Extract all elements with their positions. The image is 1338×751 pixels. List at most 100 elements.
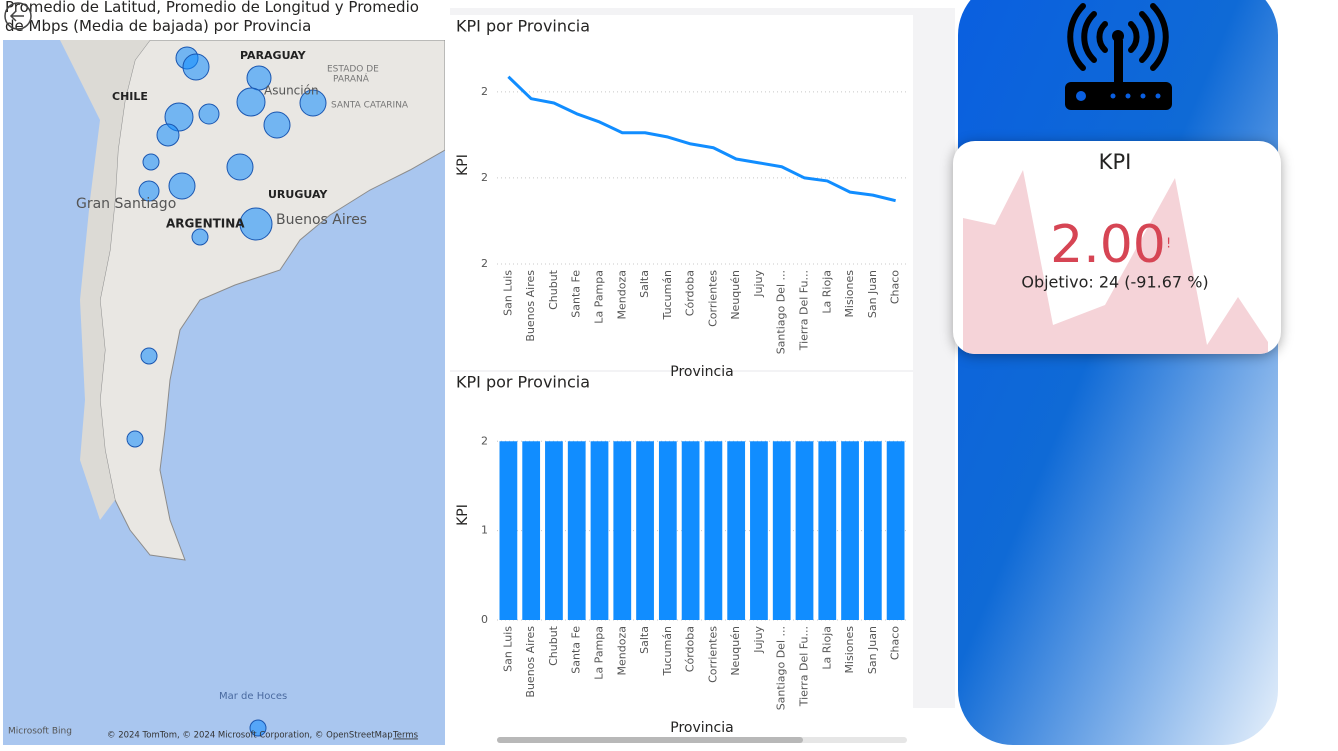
- chile: [60, 40, 150, 520]
- x-tick-label: La Pampa: [593, 626, 606, 680]
- bubble: [236, 87, 266, 117]
- map-label: Gran Santiago: [76, 196, 176, 212]
- x-axis-label: Provincia: [670, 720, 733, 736]
- bubble: [168, 172, 196, 200]
- x-tick-label: La Pampa: [593, 270, 606, 324]
- bar: [863, 441, 882, 620]
- bubble: [249, 719, 267, 737]
- side-panel: [958, 0, 1278, 745]
- bubble: [198, 103, 220, 125]
- map-label: URUGUAY: [268, 188, 328, 201]
- x-tick-label: San Luis: [501, 270, 514, 316]
- y-tick-label: 0: [481, 613, 488, 626]
- map: PARAGUAY CHILE Gran Santiago URUGUAY ARGENTI…: [3, 40, 445, 745]
- y-tick-label: 2: [481, 85, 488, 98]
- x-tick-label: Jujuy: [752, 270, 765, 298]
- bar: [841, 441, 859, 620]
- x-tick-label: Corrientes: [706, 270, 719, 327]
- x-tick-label: Tierra Del Fu...: [798, 270, 811, 351]
- x-tick-label: Corrientes: [706, 626, 719, 683]
- bubble: [263, 111, 291, 139]
- x-tick-label: Misiones: [843, 270, 856, 318]
- x-tick-label: San Juan: [866, 626, 879, 674]
- bar: [636, 441, 654, 620]
- kpi-trend: [963, 170, 1268, 354]
- x-tick-label: Buenos Aires: [524, 270, 537, 342]
- x-tick-label: Chubut: [547, 625, 560, 666]
- bar: [567, 441, 586, 620]
- x-tick-label: Jujuy: [752, 626, 765, 654]
- x-tick-label: Tucumán: [661, 626, 674, 676]
- bar: [818, 441, 837, 620]
- bar: [499, 441, 518, 620]
- x-tick-label: Misiones: [843, 626, 856, 674]
- map-label: ARGENTINA: [166, 217, 245, 231]
- bubble: [191, 228, 209, 246]
- bar: [704, 441, 723, 620]
- x-tick-label: Córdoba: [684, 270, 697, 316]
- bubble: [142, 153, 160, 171]
- map-label: SANTA CATARINA: [331, 101, 409, 111]
- map-label: Buenos Aires: [276, 212, 367, 228]
- bar: [750, 441, 768, 620]
- bar: [727, 441, 746, 620]
- map-label: PARAGUAY: [240, 49, 307, 62]
- bubble: [182, 53, 210, 81]
- line: [507, 75, 896, 203]
- x-tick-label: Salta: [638, 270, 651, 298]
- bubble: [140, 347, 158, 365]
- x-tick-label: Neuquén: [729, 270, 742, 320]
- bar: [613, 441, 632, 620]
- y-tick-label: 2: [481, 434, 488, 447]
- y-tick-label: 2: [481, 257, 488, 270]
- bar: [658, 441, 677, 620]
- scrollbar-thumb[interactable]: [497, 737, 803, 743]
- bubble: [226, 153, 254, 181]
- kpi-value: 2.00: [1050, 215, 1166, 275]
- bubbles: [126, 46, 327, 737]
- kpi-title: KPI: [1099, 150, 1132, 174]
- x-tick-label: Mendoza: [615, 270, 628, 319]
- bar: [590, 441, 609, 620]
- map-label: PARANÁ: [333, 73, 370, 85]
- router-icon: [1065, 3, 1172, 110]
- chart-title: KPI por Provincia: [456, 373, 590, 392]
- x-tick-label: Santa Fe: [570, 626, 583, 674]
- x-tick-label: San Juan: [866, 270, 879, 318]
- kpi-alert: !: [1166, 237, 1171, 252]
- x-tick-label: Chubut: [547, 269, 560, 310]
- map-brand: Microsoft Bing: [8, 727, 72, 737]
- bar: [545, 441, 563, 620]
- x-tick-label: Salta: [638, 626, 651, 654]
- x-axis-label: Provincia: [670, 364, 733, 380]
- x-tick-label: Santa Fe: [570, 270, 583, 318]
- x-tick-label: Buenos Aires: [524, 626, 537, 698]
- map-label: Mar de Hoces: [219, 691, 287, 702]
- map-title: Promedio de Latitud, Promedio de Longitu…: [5, 0, 419, 35]
- chart-title: KPI por Provincia: [456, 17, 590, 36]
- map-label: CHILE: [112, 90, 148, 103]
- x-tick-label: Neuquén: [729, 626, 742, 676]
- bar: [772, 441, 791, 620]
- x-tick-label: Mendoza: [615, 626, 628, 675]
- x-tick-label: Chaco: [889, 270, 902, 304]
- bubble: [138, 180, 160, 202]
- bubble: [299, 89, 327, 117]
- bubble: [156, 123, 180, 147]
- x-tick-label: Tucumán: [661, 270, 674, 320]
- x-tick-label: San Luis: [501, 626, 514, 672]
- x-tick-label: Santiago Del ...: [775, 626, 788, 710]
- y-tick-label: 2: [481, 171, 488, 184]
- x-tick-label: La Rioja: [820, 626, 833, 670]
- bubble: [164, 102, 194, 132]
- line-panel: [450, 15, 913, 370]
- x-tick-label: Santiago Del ...: [775, 270, 788, 354]
- x-tick-label: Tierra Del Fu...: [798, 626, 811, 707]
- x-tick-label: Chaco: [889, 626, 902, 660]
- bubble: [126, 430, 144, 448]
- kpi-goal: Objetivo: 24 (-91.67 %): [1021, 273, 1208, 292]
- map-terms[interactable]: Terms: [392, 731, 419, 741]
- back-button[interactable]: [4, 2, 32, 30]
- map-label: Asunción: [264, 84, 319, 98]
